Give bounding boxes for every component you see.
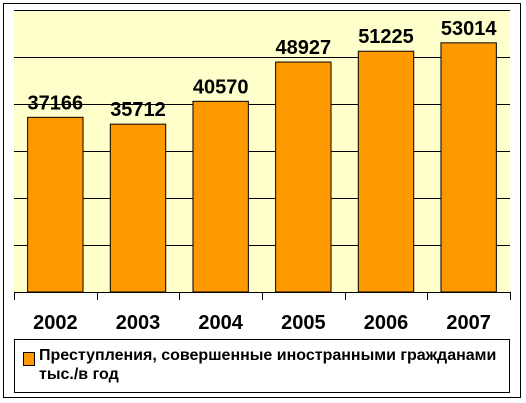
legend: Преступления, совершенные иностранными г… [14,339,510,393]
x-tick-label-2003: 2003 [116,312,161,334]
data-label-2004: 40570 [193,76,249,98]
bar-2002 [27,116,84,293]
bar-2006 [357,50,415,293]
bar-2003 [109,123,167,293]
data-label-2002: 37166 [28,92,84,114]
bar-2004 [192,100,249,293]
gridlines [14,10,510,246]
data-label-2006: 51225 [358,26,414,48]
data-label-2007: 53014 [441,18,497,40]
x-tick-label-2006: 2006 [364,312,409,334]
data-label-2003: 35712 [110,99,166,121]
x-tick-label-2004: 2004 [198,312,243,334]
x-tick-label-2005: 2005 [281,312,326,334]
axes [14,292,511,300]
data-label-2005: 48927 [276,37,332,59]
bars [27,42,497,293]
labels: 37166 2002 35712 2003 40570 2004 48927 2005 5122… [28,18,498,334]
bar-2007 [440,42,497,293]
x-tick-label-2007: 2007 [446,312,491,334]
x-tick-label-2002: 2002 [33,312,78,334]
bar-2005 [275,61,332,293]
legend-swatch [23,352,35,366]
legend-label: Преступления, совершенные иностранными г… [39,347,497,383]
